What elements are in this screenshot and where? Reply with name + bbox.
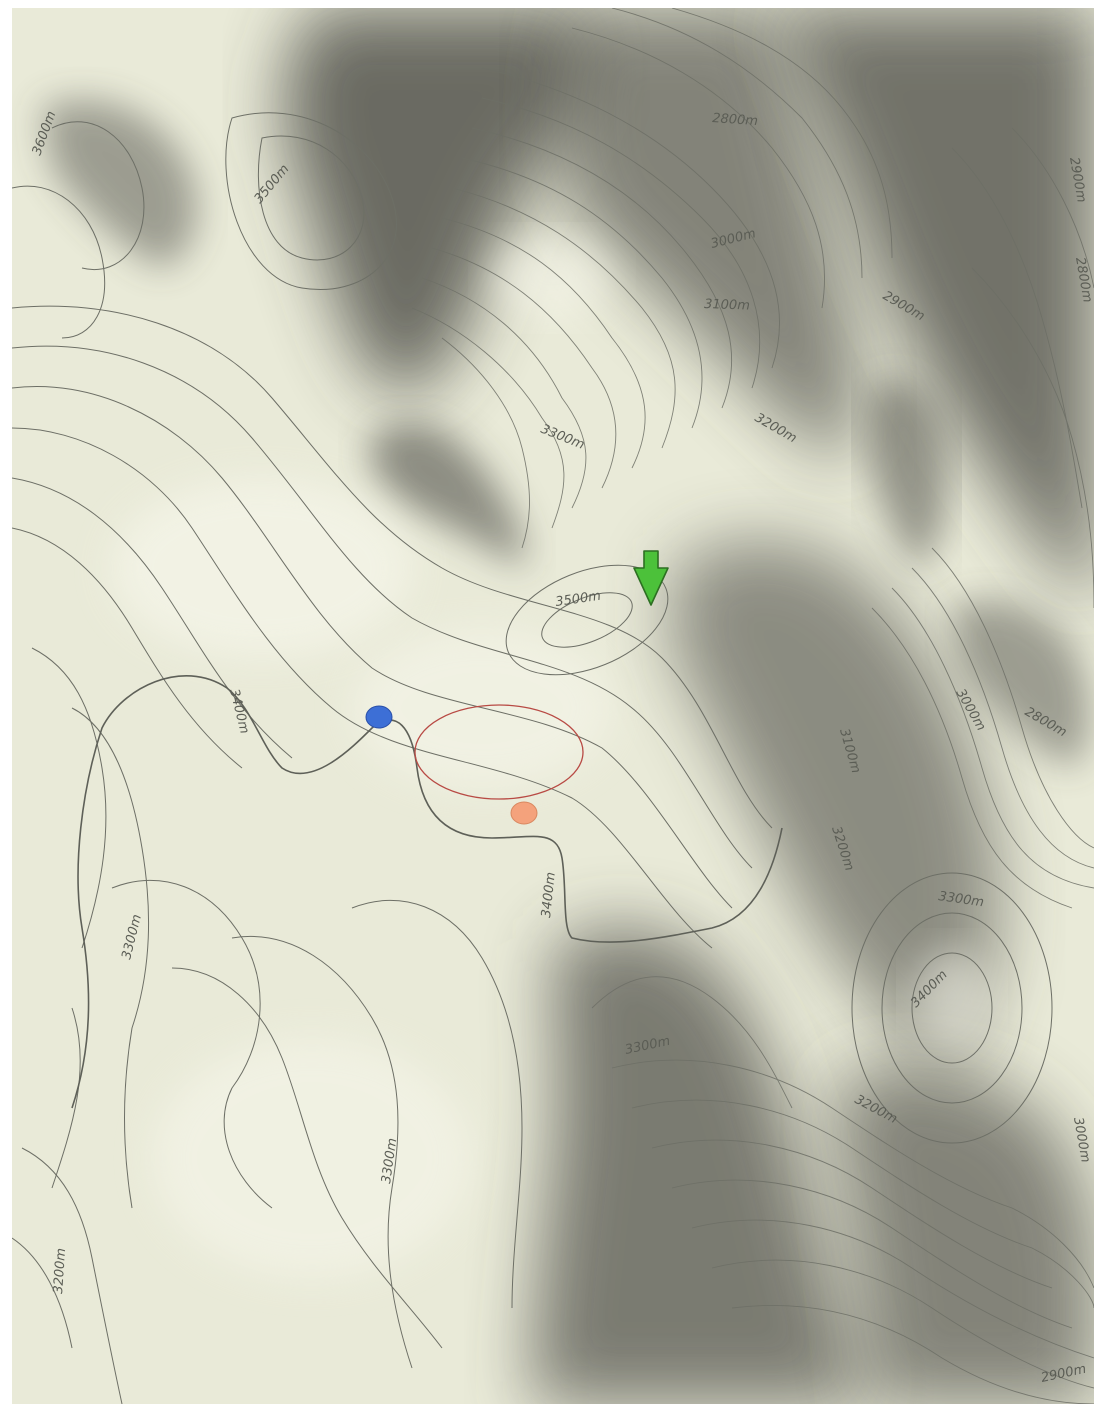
contour-layer <box>12 112 773 1404</box>
contour-label: 3500m <box>554 589 601 610</box>
contour-label: 3300m <box>379 1137 400 1184</box>
terrain-svg: 2800m 2900m 3000m 3100m 3200m 3300m 3500… <box>12 8 1094 1404</box>
contour-label: 3200m <box>51 1248 69 1295</box>
contour-label: 3400m <box>539 871 559 918</box>
contour-label: 2800m <box>712 111 759 129</box>
green-down-arrow-icon[interactable] <box>633 550 669 606</box>
contour-band-east <box>591 127 1094 1404</box>
orange-dot-icon[interactable] <box>510 801 538 825</box>
highlight-area-ellipse[interactable] <box>414 704 584 800</box>
contour-label: 3100m <box>704 297 750 314</box>
summit-contours <box>505 564 1053 1144</box>
contour-label: 3300m <box>937 889 984 910</box>
topographic-map[interactable]: 2800m 2900m 3000m 3100m 3200m 3300m 3500… <box>12 8 1094 1404</box>
blue-dot-icon[interactable] <box>365 705 393 729</box>
contour-band-north <box>411 8 893 549</box>
